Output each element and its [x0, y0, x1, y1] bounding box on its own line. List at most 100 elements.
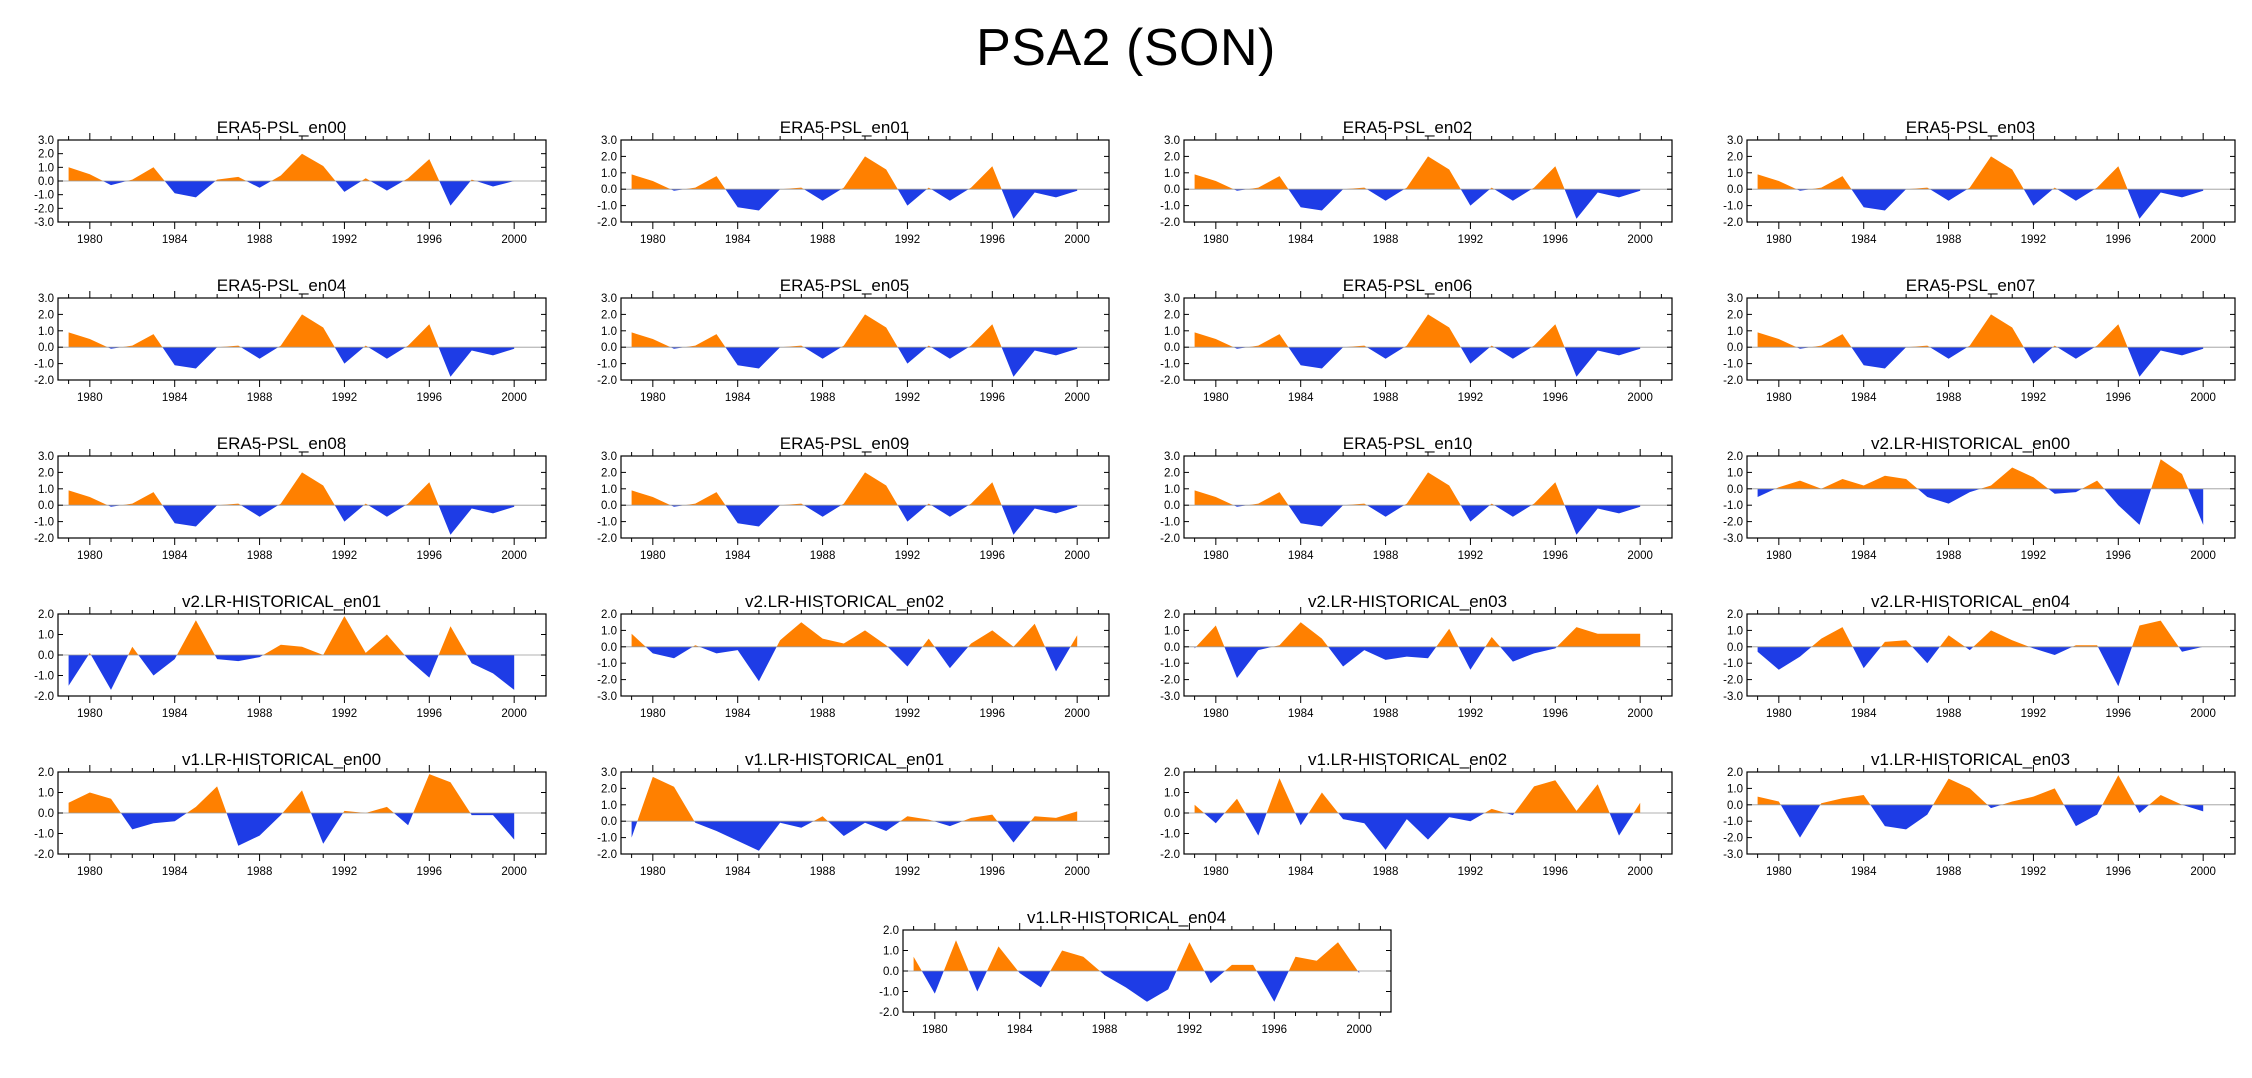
x-tick-label: 2000	[1064, 708, 1090, 720]
negative-anomaly-area	[670, 505, 1078, 535]
panel-title: ERA5-PSL_en08	[216, 434, 347, 453]
x-tick-label: 1996	[417, 234, 443, 246]
x-tick-label: 1996	[417, 392, 443, 404]
panel-plot: 3.0 2.0 1.0 0.0 -1.0 -2.0 1980 1984 1988 1992 1996…	[597, 765, 1110, 878]
y-tick-label: 2.0	[38, 609, 54, 621]
x-tick-label: 1984	[725, 708, 751, 720]
x-tick-label: 1992	[895, 708, 921, 720]
x-tick-label: 1984	[1288, 234, 1314, 246]
x-tick-label: 1988	[1936, 866, 1962, 878]
y-tick-label: 1.0	[1164, 625, 1180, 637]
positive-anomaly-area	[68, 616, 515, 655]
x-tick-label: 1984	[1851, 392, 1877, 404]
x-tick-label: 2000	[2190, 234, 2216, 246]
plot-frame	[620, 771, 1110, 855]
y-tick-label: -2.0	[1723, 217, 1743, 229]
panel-plot: 2.0 1.0 0.0 -1.0 -2.0 1980 1984 1988 1992 1996 200…	[1160, 765, 1673, 878]
x-tick-label: 1988	[1373, 392, 1399, 404]
panel-title: ERA5-PSL_en05	[779, 276, 910, 295]
y-tick-label: 2.0	[1727, 767, 1743, 779]
x-tick-label: 1992	[332, 392, 358, 404]
positive-anomaly-area	[631, 472, 1078, 506]
x-tick-label: 1980	[77, 866, 103, 878]
x-tick-label: 1996	[2106, 866, 2132, 878]
y-tick-label: 1.0	[1727, 168, 1743, 180]
x-tick-label: 1984	[725, 866, 751, 878]
y-tick-label: -1.0	[34, 359, 54, 371]
y-tick-label: -1.0	[1160, 658, 1180, 670]
x-tick-label: 1992	[2021, 708, 2047, 720]
x-tick-label: 1992	[1177, 1024, 1203, 1036]
y-tick-label: 2.0	[38, 767, 54, 779]
x-tick-label: 1988	[1373, 550, 1399, 562]
x-tick-label: 1996	[980, 392, 1006, 404]
y-tick-label: -1.0	[597, 658, 617, 670]
chart-panel: v1.LR-HISTORICAL_en02 2.0 1.0 0.0 -1.0 -2.0 19…	[1126, 750, 1689, 890]
x-tick-label: 1996	[1262, 1024, 1288, 1036]
y-tick-label: 3.0	[1727, 293, 1743, 305]
panel-title: v1.LR-HISTORICAL_en00	[181, 750, 382, 769]
x-tick-label: 1996	[1543, 708, 1569, 720]
positive-anomaly-area	[1757, 314, 2204, 348]
negative-anomaly-area	[1757, 646, 2204, 687]
y-tick-label: 2.0	[1164, 309, 1180, 321]
y-tick-label: -1.0	[1723, 359, 1743, 371]
y-tick-label: 1.0	[38, 484, 54, 496]
y-tick-label: -2.0	[34, 691, 54, 703]
positive-anomaly-area	[1194, 778, 1641, 813]
x-tick-label: 1980	[1766, 234, 1792, 246]
x-tick-label: 1980	[1203, 234, 1229, 246]
x-tick-label: 1992	[1458, 392, 1484, 404]
panel-plot: 2.0 1.0 0.0 -1.0 -2.0 -3.0 1980 1984 1988 1992 199…	[597, 607, 1110, 720]
x-tick-label: 1988	[810, 392, 836, 404]
x-tick-label: 1984	[1851, 234, 1877, 246]
x-tick-label: 1984	[1288, 866, 1314, 878]
x-tick-label: 1984	[162, 234, 188, 246]
x-tick-label: 1996	[980, 550, 1006, 562]
y-tick-label: -1.0	[597, 201, 617, 213]
x-tick-label: 1992	[2021, 392, 2047, 404]
chart-panel: v2.LR-HISTORICAL_en03 2.0 1.0 0.0 -1.0 -2.0 -3…	[1126, 592, 1689, 732]
negative-anomaly-area	[68, 181, 515, 206]
x-tick-label: 1988	[810, 550, 836, 562]
x-tick-label: 1996	[2106, 708, 2132, 720]
y-tick-label: -2.0	[34, 533, 54, 545]
panel-title: v1.LR-HISTORICAL_en02	[1307, 750, 1508, 769]
negative-anomaly-area	[631, 821, 1031, 851]
chart-panel: v1.LR-HISTORICAL_en04 2.0 1.0 0.0 -1.0 -2.0 19…	[845, 908, 1408, 1048]
chart-panel: ERA5-PSL_en03 3.0 2.0 1.0 0.0 -1.0 -2.0 1980 198…	[1689, 118, 2252, 258]
y-tick-label: 2.0	[1727, 451, 1743, 463]
y-tick-label: 2.0	[1164, 609, 1180, 621]
y-tick-label: 0.0	[1164, 808, 1180, 820]
y-tick-label: 0.0	[1727, 484, 1743, 496]
x-tick-label: 1992	[332, 234, 358, 246]
y-tick-label: -1.0	[34, 190, 54, 202]
x-tick-label: 1980	[1203, 866, 1229, 878]
y-tick-label: -2.0	[1160, 375, 1180, 387]
x-tick-label: 2000	[501, 550, 527, 562]
y-tick-label: -2.0	[34, 203, 54, 215]
negative-anomaly-area	[1796, 189, 2204, 219]
y-tick-label: 2.0	[1164, 767, 1180, 779]
y-tick-label: 1.0	[1727, 783, 1743, 795]
chart-panel: ERA5-PSL_en09 3.0 2.0 1.0 0.0 -1.0 -2.0 1980 198…	[563, 434, 1126, 574]
x-tick-label: 2000	[2190, 392, 2216, 404]
chart-panel: ERA5-PSL_en10 3.0 2.0 1.0 0.0 -1.0 -2.0 1980 198…	[1126, 434, 1689, 574]
y-tick-label: 2.0	[1164, 467, 1180, 479]
x-tick-label: 1984	[162, 392, 188, 404]
y-tick-label: 3.0	[38, 293, 54, 305]
x-tick-label: 1984	[1851, 866, 1877, 878]
y-tick-label: -1.0	[1160, 201, 1180, 213]
y-tick-label: -2.0	[597, 675, 617, 687]
x-tick-label: 1980	[640, 392, 666, 404]
panel-title: ERA5-PSL_en00	[216, 118, 347, 137]
x-tick-label: 1980	[1203, 708, 1229, 720]
panel-plot: 3.0 2.0 1.0 0.0 -1.0 -2.0 1980 1984 1988 1992 1996…	[34, 291, 547, 404]
x-tick-label: 1992	[332, 550, 358, 562]
y-tick-label: -1.0	[1160, 359, 1180, 371]
y-tick-label: 1.0	[601, 326, 617, 338]
y-tick-label: 1.0	[601, 484, 617, 496]
negative-anomaly-area	[670, 189, 1078, 219]
chart-panel: ERA5-PSL_en07 3.0 2.0 1.0 0.0 -1.0 -2.0 1980 198…	[1689, 276, 2252, 416]
y-tick-label: 3.0	[38, 451, 54, 463]
